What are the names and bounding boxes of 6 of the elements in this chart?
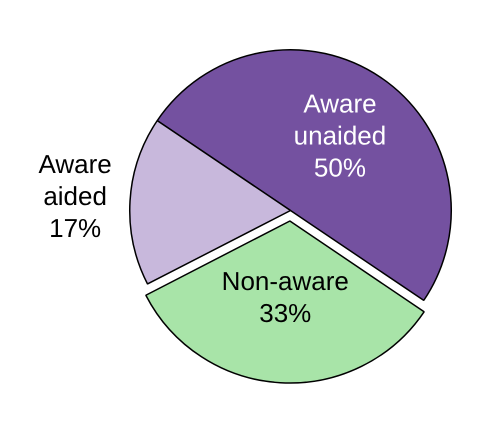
data-label: 33%: [259, 298, 312, 328]
data-label: 50%: [314, 152, 366, 182]
data-label: 17%: [49, 212, 102, 243]
slice-label: Aware aided: [38, 148, 112, 211]
slice-label: Aware unaided: [294, 88, 386, 150]
slice-label: Non-aware: [222, 266, 349, 296]
